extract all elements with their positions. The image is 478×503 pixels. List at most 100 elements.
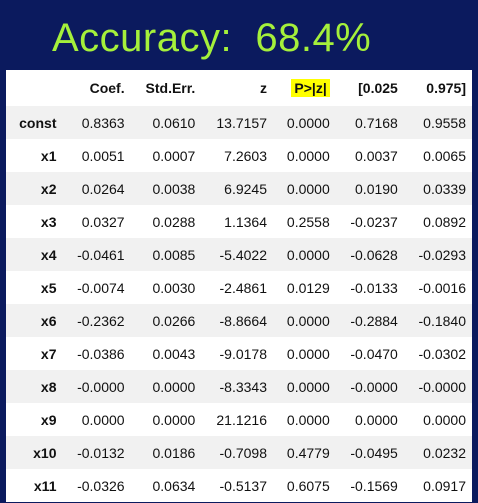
regression-table: Coef. Std.Err. z P>|z| [0.025 0.975] const 0.8… — [6, 70, 472, 502]
table-cell: -0.0326 — [62, 469, 131, 502]
table-row: x6 -0.2362 0.0266 -8.8664 0.0000 -0.2884 -0.18… — [6, 304, 472, 337]
table-cell: 0.0892 — [403, 205, 472, 238]
table-cell: -0.0000 — [335, 370, 404, 403]
column-header: Std.Err. — [130, 70, 202, 106]
table-cell: 1.1364 — [201, 205, 273, 238]
table-row: x7 -0.0386 0.0043 -9.0178 0.0000 -0.0470 -0.03… — [6, 337, 472, 370]
table-cell: -8.3343 — [201, 370, 273, 403]
row-label: x6 — [6, 304, 63, 337]
table-cell: 0.0000 — [335, 403, 404, 436]
table-row: const 0.8363 0.0610 13.7157 0.0000 0.7168 0.95… — [6, 106, 472, 139]
table-cell: -0.7098 — [201, 436, 273, 469]
table-cell: 0.0000 — [272, 106, 336, 139]
table-cell: -0.2362 — [62, 304, 131, 337]
table-row: x8 -0.0000 0.0000 -8.3343 0.0000 -0.0000 -0.00… — [6, 370, 472, 403]
table-cell: -0.0386 — [62, 337, 131, 370]
accuracy-title: Accuracy: 68.4% — [52, 16, 372, 60]
row-label: x8 — [6, 370, 63, 403]
table-row: x3 0.0327 0.0288 1.1364 0.2558 -0.0237 0.0892 — [6, 205, 472, 238]
table-cell: 0.0038 — [130, 172, 202, 205]
table-cell: 0.0051 — [62, 139, 131, 172]
table-cell: 0.2558 — [272, 205, 336, 238]
table-cell: 21.1216 — [201, 403, 273, 436]
highlighted-header-label: P>|z| — [291, 79, 330, 97]
table-cell: 0.0327 — [62, 205, 131, 238]
table-cell: 0.0264 — [62, 172, 131, 205]
table-cell: -0.0470 — [335, 337, 404, 370]
table-cell: -9.0178 — [201, 337, 273, 370]
table-cell: -0.5137 — [201, 469, 273, 502]
table-cell: 0.0186 — [130, 436, 202, 469]
table-cell: 7.2603 — [201, 139, 273, 172]
table-cell: 0.0065 — [403, 139, 472, 172]
table-cell: -0.0495 — [335, 436, 404, 469]
table-cell: 0.0000 — [272, 403, 336, 436]
table-cell: 0.8363 — [62, 106, 131, 139]
table-cell: 0.0000 — [62, 403, 131, 436]
table-cell: -0.0302 — [403, 337, 472, 370]
column-header: z — [201, 70, 273, 106]
column-header: [0.025 — [335, 70, 404, 106]
table-cell: 0.0000 — [272, 370, 336, 403]
table-cell: -0.1569 — [335, 469, 404, 502]
row-label: x3 — [6, 205, 63, 238]
header-blank — [6, 70, 63, 106]
table-cell: 0.0610 — [130, 106, 202, 139]
table-cell: -8.8664 — [201, 304, 273, 337]
table-cell: 0.0000 — [130, 370, 202, 403]
table-cell: 0.0129 — [272, 271, 336, 304]
row-label: const — [6, 106, 63, 139]
table-cell: 0.0000 — [403, 403, 472, 436]
table-cell: 0.0030 — [130, 271, 202, 304]
table-cell: -0.0016 — [403, 271, 472, 304]
table-row: x9 0.0000 0.0000 21.1216 0.0000 0.0000 0.0000 — [6, 403, 472, 436]
table-cell: -0.0000 — [62, 370, 131, 403]
row-label: x1 — [6, 139, 63, 172]
column-header: 0.975] — [403, 70, 472, 106]
table-row: x1 0.0051 0.0007 7.2603 0.0000 0.0037 0.0065 — [6, 139, 472, 172]
table-cell: 0.0339 — [403, 172, 472, 205]
table-cell: -0.1840 — [403, 304, 472, 337]
table-cell: -0.0461 — [62, 238, 131, 271]
table-cell: 0.0000 — [272, 337, 336, 370]
table-cell: 0.0000 — [130, 403, 202, 436]
table-cell: -0.0237 — [335, 205, 404, 238]
row-label: x5 — [6, 271, 63, 304]
table-cell: 0.0037 — [335, 139, 404, 172]
table-cell: 0.9558 — [403, 106, 472, 139]
table-cell: -0.0000 — [403, 370, 472, 403]
table-cell: 0.0634 — [130, 469, 202, 502]
table-cell: 0.4779 — [272, 436, 336, 469]
table-row: x10 -0.0132 0.0186 -0.7098 0.4779 -0.0495 0.02… — [6, 436, 472, 469]
table-cell: 0.0007 — [130, 139, 202, 172]
table-cell: 13.7157 — [201, 106, 273, 139]
table-cell: -2.4861 — [201, 271, 273, 304]
table-cell: -5.4022 — [201, 238, 273, 271]
row-label: x10 — [6, 436, 63, 469]
table-cell: 0.0000 — [272, 304, 336, 337]
row-label: x4 — [6, 238, 63, 271]
table-cell: -0.0132 — [62, 436, 131, 469]
table-cell: 6.9245 — [201, 172, 273, 205]
table-cell: 0.0232 — [403, 436, 472, 469]
table-cell: 0.7168 — [335, 106, 404, 139]
table-row: x5 -0.0074 0.0030 -2.4861 0.0129 -0.0133 -0.00… — [6, 271, 472, 304]
table-cell: 0.0000 — [272, 139, 336, 172]
row-label: x9 — [6, 403, 63, 436]
table-body: const 0.8363 0.0610 13.7157 0.0000 0.7168 0.95… — [6, 106, 472, 502]
table-cell: -0.0628 — [335, 238, 404, 271]
table-cell: -0.0074 — [62, 271, 131, 304]
table-cell: 0.0000 — [272, 238, 336, 271]
row-label: x11 — [6, 469, 63, 502]
column-header: Coef. — [62, 70, 131, 106]
table-cell: 0.0043 — [130, 337, 202, 370]
table-row: x4 -0.0461 0.0085 -5.4022 0.0000 -0.0628 -0.02… — [6, 238, 472, 271]
table-cell: 0.6075 — [272, 469, 336, 502]
row-label: x7 — [6, 337, 63, 370]
row-label: x2 — [6, 172, 63, 205]
table-row: x2 0.0264 0.0038 6.9245 0.0000 0.0190 0.0339 — [6, 172, 472, 205]
table-cell: -0.2884 — [335, 304, 404, 337]
table-cell: 0.0085 — [130, 238, 202, 271]
column-header: P>|z| — [272, 70, 336, 106]
